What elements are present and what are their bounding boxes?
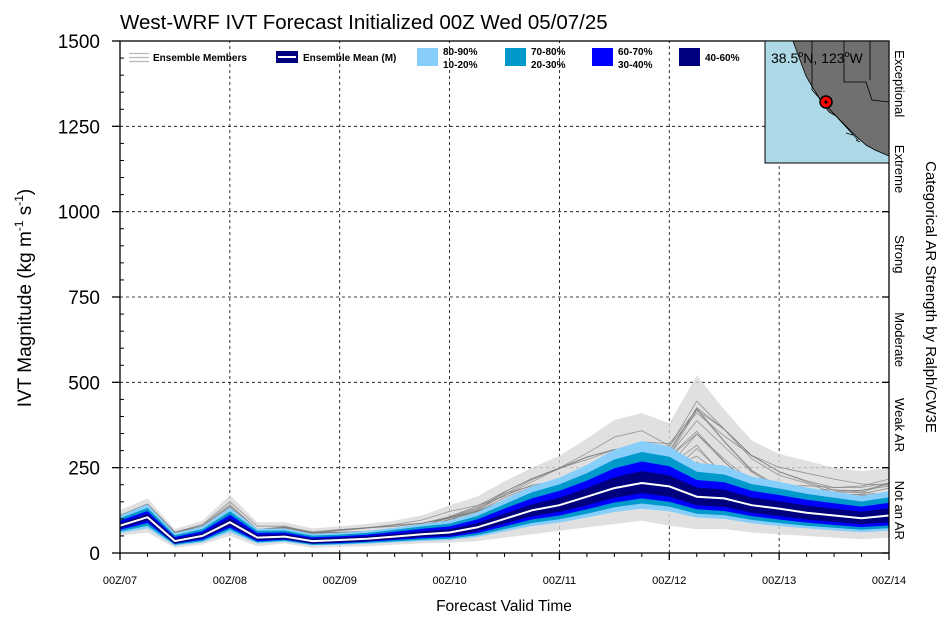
band-30-70 [120, 461, 889, 544]
location-inset-map: 38.5oN, 123oW [764, 40, 890, 164]
y-tick-label: 250 [68, 459, 100, 480]
ensemble-member-line [119, 400, 890, 533]
y-tick-label: 1000 [58, 203, 100, 224]
legend-ensemble-mean: Ensemble Mean (M) [276, 51, 396, 64]
legend-label-members: Ensemble Members [153, 53, 247, 64]
x-tick-label: 00Z/11 [543, 575, 576, 587]
x-axis-label: Forecast Valid Time [436, 598, 572, 615]
chart-title: West-WRF IVT Forecast Initialized 00Z We… [120, 11, 608, 34]
y-axis-label: IVT Magnitude (kg m-1 s-1) [12, 189, 36, 407]
legend-band-70-80: 70-80% 20-30% [505, 47, 566, 71]
inset-frame [764, 40, 890, 164]
legend-label-40-60: 40-60% [705, 53, 740, 64]
category-label: Extreme [892, 145, 907, 193]
legend: Ensemble Members Ensemble Mean (M) 80-90… [129, 47, 740, 71]
category-label: Weak AR [892, 398, 907, 452]
legend-label-mean: Ensemble Mean (M) [303, 53, 396, 64]
legend-band-80-90: 80-90% 10-20% [417, 47, 478, 71]
category-axis-label: Categorical AR Strength by Ralph/CW3E [922, 161, 939, 433]
band-10-90 [120, 441, 889, 546]
location-label: 38.5oN, 123oW [771, 49, 864, 66]
y-tick-label: 500 [68, 373, 100, 394]
y-tick-label: 1500 [58, 32, 100, 53]
inset-island [845, 132, 861, 143]
legend-label-20-30: 20-30% [531, 60, 566, 71]
x-tick-label: 00Z/13 [762, 575, 796, 587]
band-40-60 [120, 471, 889, 543]
x-tick-label: 00Z/12 [652, 575, 686, 587]
x-tick-label: 00Z/09 [323, 575, 357, 587]
category-label: Not an AR [892, 481, 907, 540]
legend-band-60-70: 60-70% 30-40% [592, 47, 653, 71]
category-label: Strong [892, 235, 907, 273]
y-tick-label: 1250 [58, 117, 100, 138]
x-tick-label: 00Z/10 [432, 575, 466, 587]
ensemble-mean-line [119, 481, 890, 543]
legend-label-80-90: 80-90% [443, 47, 478, 58]
category-label: Exceptional [892, 50, 907, 117]
legend-label-30-40: 30-40% [618, 60, 653, 71]
inset-borders [811, 41, 890, 141]
category-label: Moderate [892, 312, 907, 367]
y-tick-label: 0 [89, 544, 100, 565]
axes: 0 250 500 750 1000 1250 1500 00Z/07 00Z/08 00Z/09… [58, 32, 907, 587]
ensemble-member-line [119, 412, 890, 534]
legend-label-60-70: 60-70% [618, 47, 653, 58]
band-20-80 [120, 452, 889, 545]
plot-area [119, 41, 890, 553]
legend-ensemble-members: Ensemble Members [129, 52, 247, 64]
legend-label-70-80: 70-80% [531, 47, 566, 58]
x-tick-label: 00Z/07 [103, 575, 137, 587]
location-marker-center [824, 100, 828, 104]
legend-band-40-60: 40-60% [679, 48, 740, 66]
legend-label-10-20: 10-20% [443, 60, 478, 71]
inset-land [792, 40, 890, 157]
x-tick-label: 00Z/14 [872, 575, 906, 587]
y-tick-label: 750 [68, 288, 100, 309]
x-tick-label: 00Z/08 [213, 575, 247, 587]
